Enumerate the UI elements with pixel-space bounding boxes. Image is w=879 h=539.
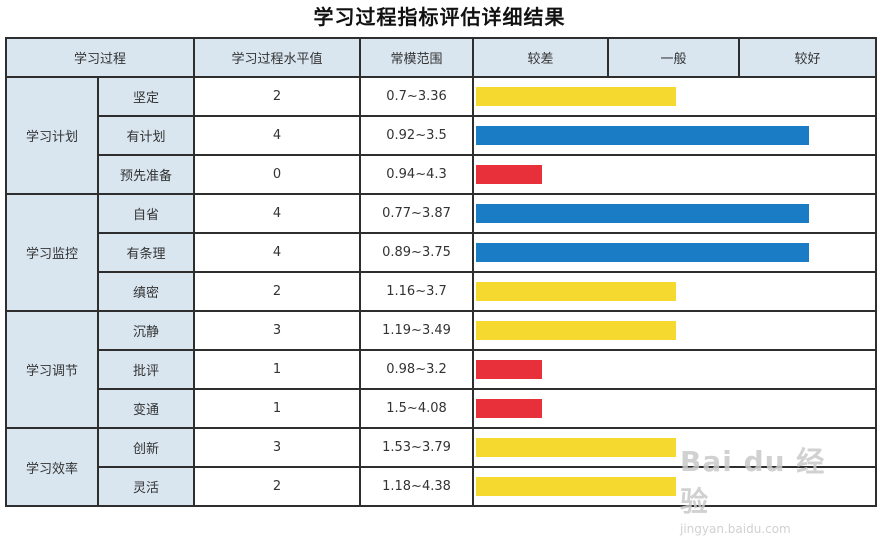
norm-range: 1.16~3.7 [359, 271, 475, 312]
bar-cell [472, 193, 878, 234]
norm-range: 0.7~3.36 [359, 76, 475, 117]
value-bar [476, 87, 677, 106]
table-row: 灵活 2 1.18~4.38 [6, 466, 878, 507]
indicator-value: 2 [193, 271, 362, 312]
header-poor: 较差 [472, 37, 610, 78]
indicator-value: 3 [193, 310, 362, 351]
norm-range: 0.89~3.75 [359, 232, 475, 273]
indicator-label: 自省 [96, 193, 196, 234]
header-average: 一般 [607, 37, 741, 78]
norm-range: 1.18~4.38 [359, 466, 475, 507]
bar-cell [472, 271, 878, 312]
group-label: 学习计划 [5, 76, 99, 195]
table-row: 有条理 4 0.89~3.75 [6, 232, 878, 273]
table-row: 学习监控 自省 4 0.77~3.87 [5, 193, 878, 312]
norm-range: 0.92~3.5 [359, 115, 475, 156]
indicator-value: 1 [193, 349, 362, 390]
indicator-label: 变通 [96, 388, 196, 429]
indicator-label: 有计划 [96, 115, 196, 156]
indicator-value: 4 [193, 232, 362, 273]
header-norm: 常模范围 [359, 37, 475, 78]
bar-cell [472, 427, 878, 468]
table-row: 学习计划 坚定 2 0.7~3.36 [5, 76, 878, 195]
bar-cell [472, 349, 878, 390]
indicator-label: 沉静 [96, 310, 196, 351]
bar-cell [472, 232, 878, 273]
indicator-label: 预先准备 [96, 154, 196, 195]
value-bar [476, 360, 543, 379]
table-row: 有计划 4 0.92~3.5 [6, 115, 878, 156]
indicator-label: 创新 [96, 427, 196, 468]
bar-cell [472, 310, 878, 351]
indicator-label: 坚定 [96, 76, 196, 117]
indicator-label: 缜密 [96, 271, 196, 312]
norm-range: 1.53~3.79 [359, 427, 475, 468]
watermark-url: jingyan.baidu.com [680, 522, 791, 536]
indicator-value: 0 [193, 154, 362, 195]
indicator-value: 4 [193, 115, 362, 156]
value-bar [476, 477, 677, 496]
group-label: 学习效率 [5, 427, 99, 507]
bar-cell [472, 466, 878, 507]
indicator-label: 批评 [96, 349, 196, 390]
table-body: 学习计划 坚定 2 0.7~3.36 有计划 4 0.92~3.5 预先准备 0 0.94~4.3… [5, 76, 878, 507]
value-bar [476, 165, 543, 184]
bar-cell [472, 154, 878, 195]
indicator-value: 2 [193, 466, 362, 507]
norm-range: 1.19~3.49 [359, 310, 475, 351]
norm-range: 1.5~4.08 [359, 388, 475, 429]
norm-range: 0.94~4.3 [359, 154, 475, 195]
table-row: 批评 1 0.98~3.2 [6, 349, 878, 390]
value-bar [476, 282, 677, 301]
results-table: 学习过程 学习过程水平值 常模范围 较差 一般 较好 学习计划 坚定 2 0.7~3.… [4, 37, 878, 507]
value-bar [476, 321, 677, 340]
table-row: 变通 1 1.5~4.08 [6, 388, 878, 429]
norm-range: 0.77~3.87 [359, 193, 475, 234]
indicator-value: 4 [193, 193, 362, 234]
table-row: 学习效率 创新 3 1.53~3.79 [5, 427, 878, 507]
value-bar [476, 126, 810, 145]
header-process: 学习过程 [4, 37, 196, 78]
chart-title: 学习过程指标评估详细结果 [313, 5, 566, 29]
bar-cell [472, 388, 878, 429]
value-bar [476, 399, 543, 418]
indicator-value: 3 [193, 427, 362, 468]
value-bar [476, 243, 810, 262]
table-row: 学习调节 沉静 3 1.19~3.49 [5, 310, 878, 429]
indicator-value: 2 [193, 76, 362, 117]
header-good: 较好 [738, 37, 878, 78]
norm-range: 0.98~3.2 [359, 349, 475, 390]
indicator-label: 灵活 [96, 466, 196, 507]
value-bar [476, 204, 810, 223]
table-row: 缜密 2 1.16~3.7 [6, 271, 878, 312]
indicator-label: 有条理 [96, 232, 196, 273]
indicator-value: 1 [193, 388, 362, 429]
bar-cell [472, 115, 878, 156]
group-label: 学习监控 [5, 193, 99, 312]
header-value: 学习过程水平值 [193, 37, 362, 78]
bar-cell [472, 76, 878, 117]
group-label: 学习调节 [5, 310, 99, 429]
table-row: 预先准备 0 0.94~4.3 [6, 154, 878, 195]
header-row: 学习过程 学习过程水平值 常模范围 较差 一般 较好 [4, 37, 878, 78]
value-bar [476, 438, 677, 457]
